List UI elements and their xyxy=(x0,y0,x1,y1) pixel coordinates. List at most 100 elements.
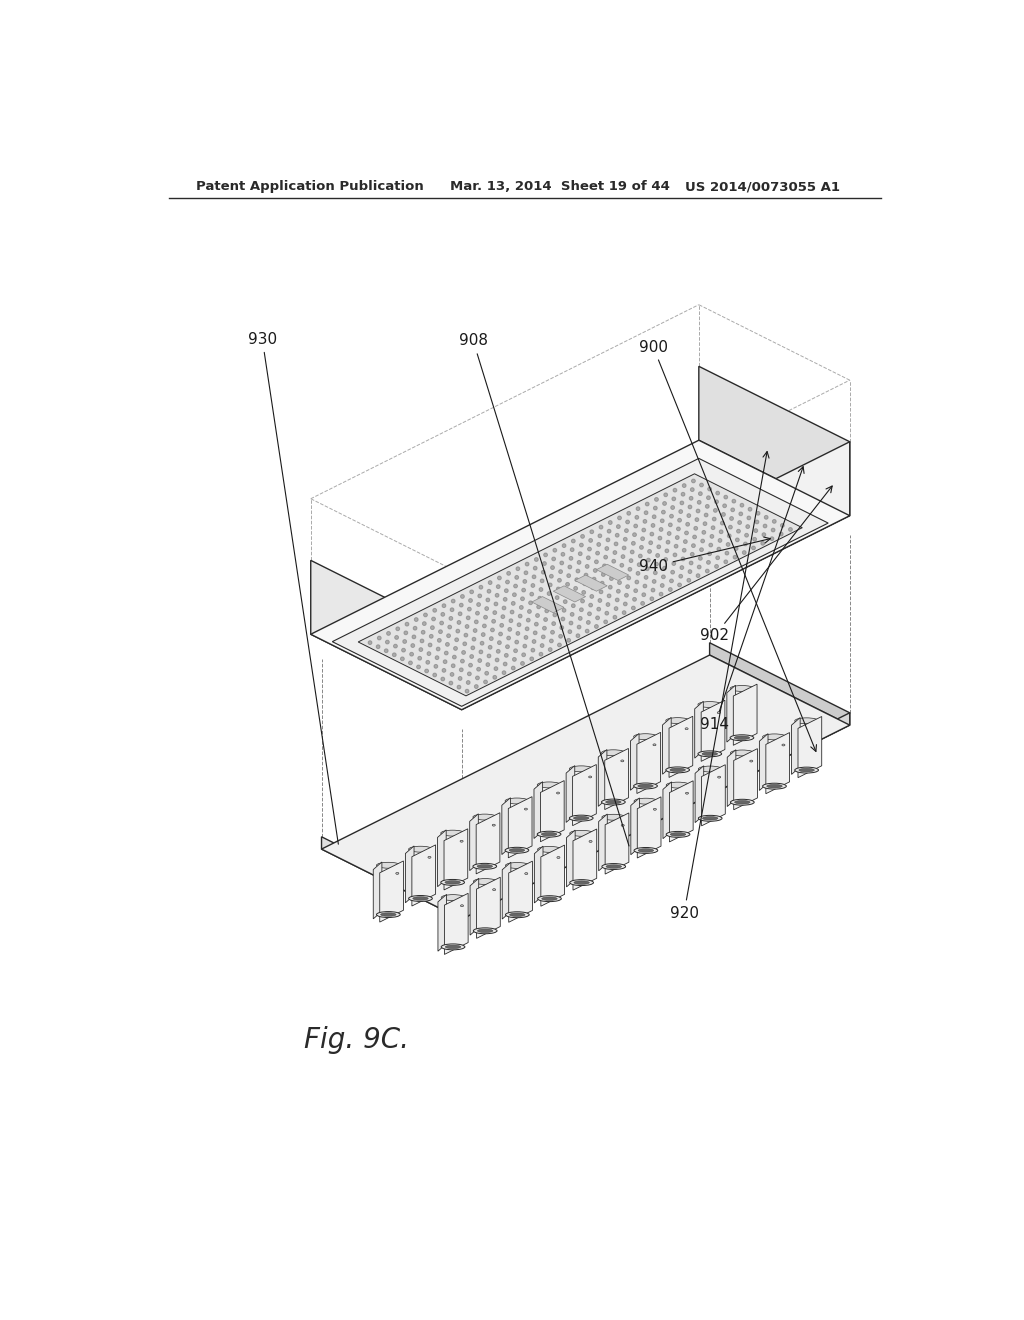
Circle shape xyxy=(628,568,632,572)
Circle shape xyxy=(479,651,482,653)
Polygon shape xyxy=(438,895,446,952)
Circle shape xyxy=(517,623,521,627)
Circle shape xyxy=(560,626,563,630)
Circle shape xyxy=(495,602,498,606)
Circle shape xyxy=(723,504,726,507)
Text: 914: 914 xyxy=(700,467,804,731)
Polygon shape xyxy=(733,684,757,746)
Ellipse shape xyxy=(493,824,496,826)
Circle shape xyxy=(537,605,541,609)
Circle shape xyxy=(509,619,513,623)
Ellipse shape xyxy=(605,800,622,804)
Circle shape xyxy=(561,553,564,556)
Polygon shape xyxy=(374,862,382,919)
Circle shape xyxy=(561,618,564,620)
Circle shape xyxy=(779,532,783,536)
Circle shape xyxy=(677,527,680,531)
Circle shape xyxy=(515,576,518,579)
Circle shape xyxy=(662,511,666,513)
Circle shape xyxy=(426,660,429,664)
Ellipse shape xyxy=(634,783,657,789)
Ellipse shape xyxy=(589,776,592,777)
Circle shape xyxy=(487,655,490,657)
Circle shape xyxy=(670,515,673,517)
Circle shape xyxy=(746,525,750,528)
Circle shape xyxy=(497,649,500,653)
Circle shape xyxy=(425,669,428,673)
Circle shape xyxy=(717,548,721,550)
Circle shape xyxy=(461,660,464,663)
Circle shape xyxy=(578,561,581,564)
Polygon shape xyxy=(631,797,639,855)
Polygon shape xyxy=(322,655,850,919)
Polygon shape xyxy=(470,878,478,935)
Polygon shape xyxy=(663,781,672,838)
Circle shape xyxy=(624,602,627,606)
Ellipse shape xyxy=(542,898,557,900)
Polygon shape xyxy=(310,441,850,710)
Circle shape xyxy=(633,598,636,601)
Polygon shape xyxy=(509,861,532,923)
Circle shape xyxy=(519,606,523,609)
Circle shape xyxy=(428,643,432,647)
Polygon shape xyxy=(637,733,660,793)
Circle shape xyxy=(445,643,450,645)
Ellipse shape xyxy=(702,817,718,820)
Ellipse shape xyxy=(638,784,653,788)
Circle shape xyxy=(422,631,425,634)
Circle shape xyxy=(433,673,436,677)
Circle shape xyxy=(443,660,446,664)
Ellipse shape xyxy=(685,792,688,795)
Circle shape xyxy=(662,576,666,578)
Circle shape xyxy=(557,587,560,590)
Circle shape xyxy=(679,574,682,578)
Circle shape xyxy=(727,535,731,537)
Circle shape xyxy=(499,632,502,636)
Circle shape xyxy=(649,541,652,544)
Polygon shape xyxy=(502,862,511,919)
Circle shape xyxy=(683,549,686,552)
Polygon shape xyxy=(573,829,597,890)
Circle shape xyxy=(713,517,716,521)
Ellipse shape xyxy=(782,744,785,746)
Circle shape xyxy=(432,618,435,620)
Circle shape xyxy=(608,521,612,524)
Polygon shape xyxy=(605,748,629,809)
Circle shape xyxy=(434,665,437,668)
Circle shape xyxy=(743,543,748,545)
Circle shape xyxy=(387,632,390,635)
Circle shape xyxy=(522,653,525,656)
Circle shape xyxy=(735,539,739,541)
Circle shape xyxy=(400,657,404,660)
Circle shape xyxy=(404,631,408,635)
Circle shape xyxy=(669,587,672,591)
Circle shape xyxy=(696,510,699,512)
Circle shape xyxy=(455,638,459,642)
Ellipse shape xyxy=(506,912,529,917)
Circle shape xyxy=(505,653,508,657)
Circle shape xyxy=(695,517,698,521)
Polygon shape xyxy=(380,861,403,923)
Circle shape xyxy=(707,496,710,499)
Ellipse shape xyxy=(601,750,626,756)
Circle shape xyxy=(562,609,566,612)
Circle shape xyxy=(512,602,515,605)
Ellipse shape xyxy=(440,879,465,886)
Circle shape xyxy=(469,599,472,602)
Circle shape xyxy=(648,549,651,553)
Circle shape xyxy=(440,622,443,624)
Circle shape xyxy=(553,549,556,552)
Ellipse shape xyxy=(730,750,755,756)
Circle shape xyxy=(591,586,595,590)
Ellipse shape xyxy=(767,784,782,788)
Circle shape xyxy=(673,488,677,492)
Circle shape xyxy=(552,622,555,626)
Circle shape xyxy=(555,595,559,599)
Circle shape xyxy=(527,610,531,614)
Circle shape xyxy=(720,531,723,533)
Text: 902: 902 xyxy=(700,486,833,643)
Circle shape xyxy=(401,648,406,652)
Circle shape xyxy=(525,627,528,631)
Circle shape xyxy=(683,484,686,487)
Ellipse shape xyxy=(473,863,497,870)
